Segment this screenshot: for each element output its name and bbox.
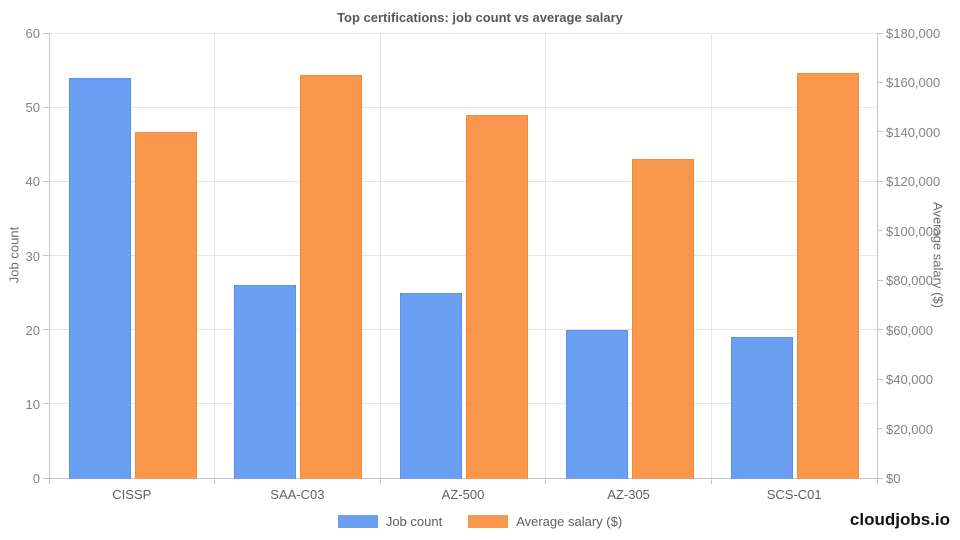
legend-item-job-count: Job count: [337, 514, 443, 529]
x-label-scs-c01: SCS-C01: [766, 487, 822, 502]
left-axis-line: [48, 33, 50, 484]
left-axis-tick-label: 30: [25, 248, 40, 264]
right-axis-tick: [877, 230, 883, 232]
x-label-az-500: AZ-500: [441, 487, 485, 502]
bar-job-count-az-500[interactable]: [400, 292, 462, 479]
right-axis-tick-label: $180,000: [886, 26, 941, 41]
legend-swatch-average-salary-: [468, 515, 509, 528]
right-axis-tick: [877, 428, 883, 430]
bar-average-salary--az-305[interactable]: [631, 159, 694, 479]
gridline-horizontal: [49, 329, 877, 331]
bar-job-count-scs-c01[interactable]: [731, 337, 794, 479]
bar-average-salary--saa-c03[interactable]: [300, 75, 363, 479]
legend-label-average-salary-: Average salary ($): [516, 514, 623, 529]
left-axis-tick-label: 0: [32, 471, 40, 486]
x-label-cissp: CISSP: [112, 487, 152, 502]
gridline-horizontal: [49, 403, 877, 405]
gridline-vertical: [710, 33, 712, 478]
right-axis-tick-label: $120,000: [886, 174, 941, 190]
gridline-horizontal: [49, 106, 877, 108]
bar-average-salary--az-500[interactable]: [466, 114, 528, 479]
gridline-vertical: [379, 33, 381, 478]
right-axis-tick-labels: $0 $20,000 $40,000 $60,000 $80,000 $100,000 $1…: [886, 0, 960, 540]
left-axis-tick-label: 40: [25, 174, 40, 190]
right-axis-tick: [877, 378, 883, 380]
left-axis-tick: [43, 180, 49, 182]
right-axis-tick-label: $0: [886, 471, 901, 486]
gridline-vertical: [545, 33, 547, 478]
right-axis-tick: [877, 477, 883, 479]
bar-average-salary--scs-c01[interactable]: [797, 72, 860, 479]
bar-average-salary--cissp[interactable]: [134, 131, 197, 479]
right-axis-tick: [877, 131, 883, 133]
left-axis-tick-labels: 0 10 20 30 40 50 60: [0, 0, 40, 540]
legend-swatch-job-count: [337, 515, 378, 528]
x-axis-tick: [379, 478, 381, 484]
right-axis-tick: [877, 279, 883, 281]
gridline-horizontal: [49, 255, 877, 256]
x-axis-tick: [545, 478, 547, 484]
left-axis-tick: [43, 329, 49, 331]
right-axis-tick: [877, 180, 883, 182]
gridline-horizontal: [49, 32, 877, 34]
bar-job-count-az-305[interactable]: [565, 329, 628, 479]
left-axis-tick: [43, 32, 49, 34]
legend-item-average-salary-: Average salary ($): [468, 514, 622, 529]
x-label-saa-c03: SAA-C03: [270, 487, 325, 502]
chart-title: Top certifications: job count vs average…: [337, 10, 623, 25]
right-axis-tick-label: $20,000: [886, 421, 933, 437]
bar-job-count-saa-c03[interactable]: [234, 285, 297, 479]
x-axis-category-labels: CISSP SAA-C03 AZ-500 AZ-305 SCS-C01: [49, 487, 877, 503]
right-axis-tick: [877, 329, 883, 331]
legend-label-job-count: Job count: [385, 514, 443, 529]
gridline-horizontal: [49, 477, 877, 479]
x-axis-tick: [710, 478, 712, 484]
right-axis-tick-label: $100,000: [886, 223, 941, 239]
left-axis-tick: [43, 403, 49, 405]
right-axis-tick-label: $80,000: [886, 273, 933, 289]
left-axis-tick-label: 50: [25, 100, 40, 116]
gridline-vertical: [214, 33, 216, 478]
right-axis-tick-label: $60,000: [886, 322, 933, 338]
x-label-az-305: AZ-305: [607, 487, 650, 502]
brand-logo: cloudjobs.io: [849, 510, 950, 529]
gridline-horizontal: [49, 180, 877, 182]
right-axis-line: [876, 33, 878, 484]
right-axis-tick-label: $140,000: [886, 124, 941, 140]
left-axis-tick: [43, 255, 49, 256]
left-axis-tick-label: 60: [25, 26, 40, 41]
right-axis-tick-label: $160,000: [886, 75, 941, 91]
right-axis-tick-label: $40,000: [886, 372, 933, 388]
left-axis-tick: [43, 477, 49, 479]
left-axis-tick-label: 10: [25, 396, 40, 412]
x-axis-tick: [214, 478, 216, 484]
plot-area: [43, 32, 883, 484]
left-axis-tick-label: 20: [25, 322, 40, 338]
bar-job-count-cissp[interactable]: [68, 77, 131, 479]
right-axis-tick: [877, 81, 883, 83]
right-axis-tick: [877, 32, 883, 34]
left-axis-tick: [43, 106, 49, 108]
legend: Job count Average salary ($): [0, 514, 960, 529]
